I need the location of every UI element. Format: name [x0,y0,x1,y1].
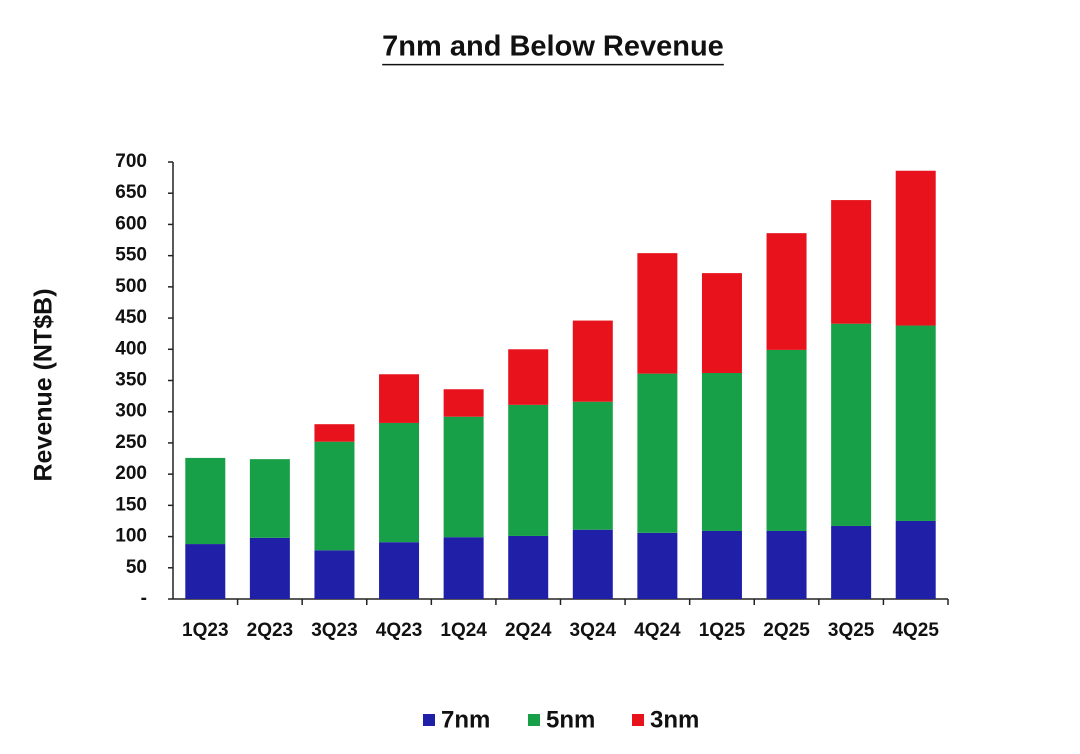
bar-segment [314,550,355,599]
bar-segment [895,170,936,326]
y-tick-label: 450 [115,307,147,328]
bar-segment [895,520,936,599]
bar-segment [443,416,484,538]
y-tick-label: 350 [115,370,147,391]
bar-segment [185,457,226,545]
bar-segment [831,323,872,526]
bar-segment [637,253,678,374]
legend-label: 5nm [546,706,595,733]
x-tick-label: 2Q23 [247,620,293,641]
bar-segment [831,200,872,324]
x-tick-label: 4Q25 [892,620,939,641]
legend-swatch [632,714,644,726]
bar-segment [508,404,549,536]
bar-segment [443,537,484,599]
y-tick-label: 100 [115,526,147,547]
y-tick-label: 300 [115,401,147,422]
y-tick-label: 700 [115,151,147,172]
x-tick-label: 1Q23 [182,620,228,641]
y-tick-label: 500 [115,276,147,297]
bar-segment [831,525,872,599]
y-tick-label: 250 [115,432,147,453]
y-tick-label: 150 [115,494,147,515]
x-tick-label: 3Q25 [828,620,875,641]
x-tick-label: 4Q24 [634,620,681,641]
y-axis-label: Revenue (NT$B) [30,288,58,481]
bar-segment [379,542,420,599]
bar-segment [508,535,549,599]
bar-segment [637,373,678,533]
x-tick-label: 2Q25 [763,620,810,641]
bar-segment [379,374,420,423]
y-tick-label: 600 [115,213,147,234]
bar-segment [314,424,355,442]
bar-segment [701,530,742,599]
bar-segment [249,459,290,538]
x-tick-label: 1Q24 [440,620,487,641]
bar-segment [185,544,226,599]
legend-swatch [528,714,540,726]
legend-label: 3nm [650,706,699,733]
bar-segment [508,349,549,405]
bar-segment [701,373,742,531]
bar-segment [701,273,742,374]
bar-segment [314,441,355,551]
legend-label: 7nm [441,706,490,733]
x-tick-label: 2Q24 [505,620,552,641]
bar-segment [766,530,807,599]
legend-swatch [423,714,435,726]
x-tick-label: 1Q25 [699,620,746,641]
bar-segment [379,422,420,543]
bar-segment [572,529,613,599]
bar-segment [572,320,613,402]
y-tick-label: 200 [115,463,147,484]
bar-segment [443,389,484,417]
bar-segment [249,537,290,599]
y-tick-label: 50 [126,557,147,578]
bar-segment [637,532,678,599]
y-tick-label: 550 [115,245,147,266]
bar-segment [895,325,936,521]
bar-segment [766,349,807,531]
x-tick-label: 4Q23 [376,620,422,641]
x-tick-label: 3Q23 [311,620,357,641]
y-tick-label: 400 [115,338,147,359]
chart-title: 7nm and Below Revenue [382,31,724,63]
y-tick-label: 650 [115,182,147,203]
bar-segment [572,401,613,530]
bar-segment [766,233,807,350]
x-tick-label: 3Q24 [570,620,617,641]
y-tick-label: - [141,588,147,609]
